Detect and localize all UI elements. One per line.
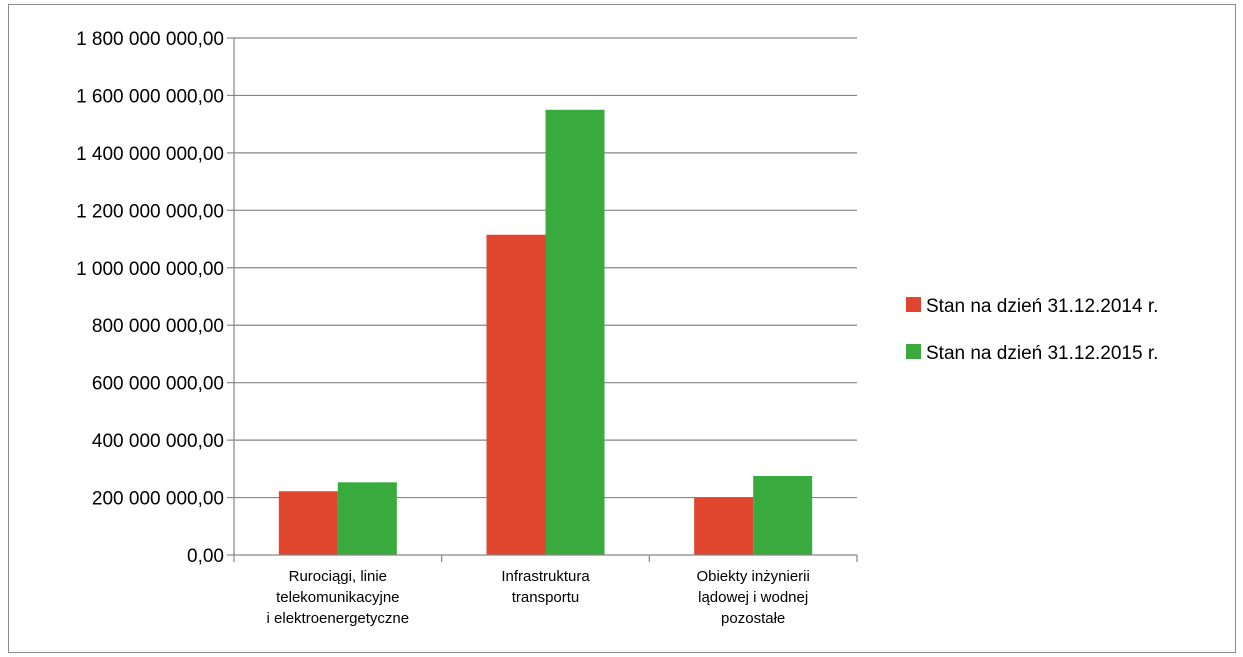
- y-tick-label: 1 400 000 000,00: [76, 144, 224, 165]
- bar-2014: [278, 491, 338, 555]
- x-axis-category-labels: Rurociągi, linie telekomunikacyjne i elekt…: [267, 568, 810, 627]
- bar-2015: [337, 482, 397, 555]
- bar-2014: [694, 497, 754, 555]
- y-axis-tick-labels: 0,00 200 000 000,00 400 000 000,00 600 000 …: [76, 29, 224, 567]
- y-tick-label: 1 200 000 000,00: [76, 201, 224, 222]
- y-tick-label: 1 000 000 000,00: [76, 259, 224, 280]
- y-tick-label: 200 000 000,00: [92, 489, 224, 510]
- y-tick-label: 0,00: [187, 546, 224, 567]
- chart-frame: 0,00 200 000 000,00 400 000 000,00 600 000 …: [8, 4, 1236, 653]
- y-tick-label: 400 000 000,00: [92, 431, 224, 452]
- x-category-label: Obiekty inżynierii lądowej i wodnej pozost…: [696, 568, 809, 627]
- bar-2015: [545, 109, 605, 556]
- bars: [278, 109, 813, 556]
- bar-2014: [486, 234, 546, 555]
- legend-label: Stan na dzień 31.12.2015 r.: [926, 343, 1158, 364]
- legend-swatch: [906, 297, 921, 312]
- bar-chart: 0,00 200 000 000,00 400 000 000,00 600 000 …: [76, 29, 1158, 627]
- y-tick-label: 1 600 000 000,00: [76, 86, 224, 107]
- legend-label: Stan na dzień 31.12.2014 r.: [926, 296, 1158, 317]
- y-tick-label: 1 800 000 000,00: [76, 29, 224, 50]
- legend: Stan na dzień 31.12.2014 r. Stan na dzień…: [906, 296, 1158, 364]
- bar-2015: [753, 476, 813, 555]
- x-category-label: Rurociągi, linie telekomunikacyjne i elekt…: [267, 568, 410, 627]
- axes: [227, 37, 858, 562]
- legend-swatch: [906, 344, 921, 359]
- y-tick-label: 600 000 000,00: [92, 374, 224, 395]
- x-category-label: Infrastruktura transportu: [501, 568, 590, 606]
- y-tick-label: 800 000 000,00: [92, 316, 224, 337]
